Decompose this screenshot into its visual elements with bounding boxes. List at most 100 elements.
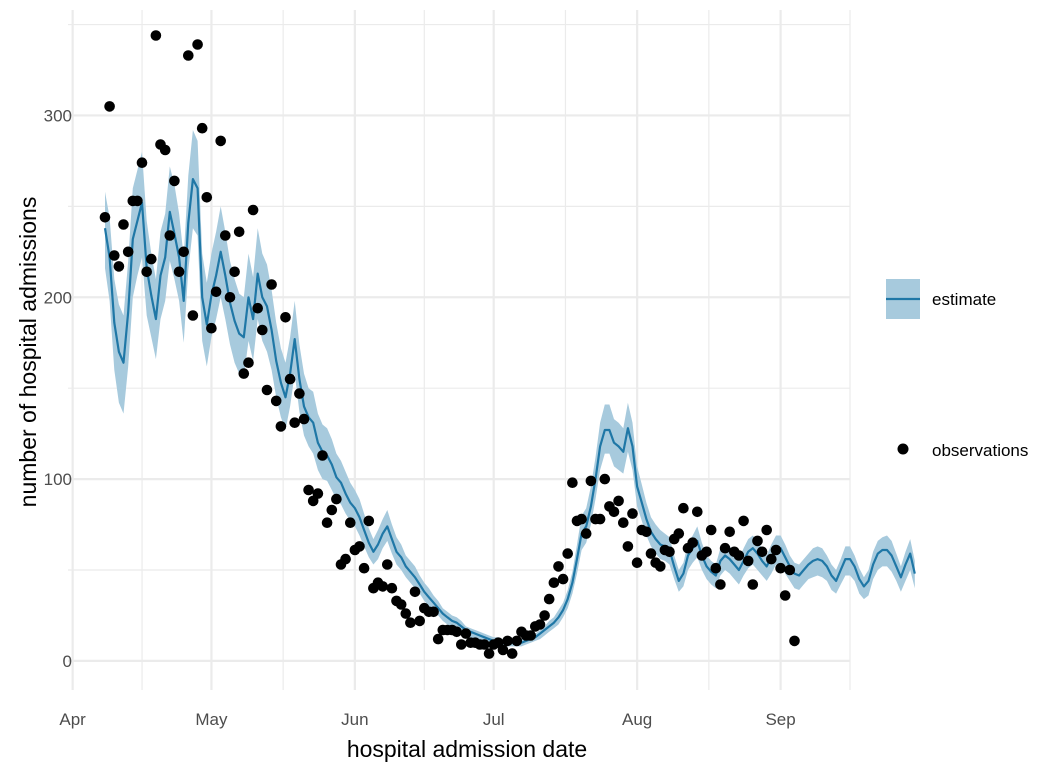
observation-point	[576, 513, 587, 525]
observation-point	[257, 324, 268, 336]
observation-point	[409, 586, 421, 598]
observation-point	[701, 546, 712, 558]
observation-point	[354, 541, 365, 552]
observation-point	[497, 644, 509, 656]
observation-point	[247, 204, 259, 216]
observation-point	[146, 253, 157, 265]
y-tick-label: 200	[44, 288, 72, 307]
observation-point	[363, 515, 375, 527]
observation-point	[742, 555, 754, 567]
observation-point	[150, 30, 162, 41]
legend-item-observations: observations	[897, 441, 1028, 460]
observation-point	[122, 246, 134, 258]
observation-point	[113, 261, 125, 272]
observation-point	[594, 513, 606, 525]
observation-point	[280, 312, 291, 323]
observation-point	[631, 557, 643, 568]
observation-point	[238, 368, 250, 379]
observation-point	[224, 292, 236, 303]
observation-point	[118, 219, 129, 230]
observation-point	[715, 579, 726, 590]
observation-point	[622, 541, 634, 552]
legend: estimate observations	[886, 279, 1028, 460]
observation-point	[284, 373, 296, 385]
observation-point	[432, 633, 444, 645]
observation-point	[159, 144, 171, 156]
observation-point	[613, 495, 624, 507]
observation-point	[173, 266, 185, 278]
observation-point	[294, 388, 305, 399]
observation-point	[104, 101, 115, 112]
observation-point	[317, 450, 328, 461]
observation-point	[192, 39, 203, 50]
y-tick-label: 300	[44, 106, 72, 125]
y-axis-title: number of hospital admissions	[15, 197, 41, 508]
observation-point	[710, 562, 722, 574]
observation-point	[705, 524, 717, 536]
observation-point	[164, 230, 176, 241]
x-tick-label: Apr	[59, 710, 86, 729]
observation-point	[775, 562, 786, 574]
observation-point	[395, 599, 407, 610]
y-tick-label: 0	[63, 652, 72, 671]
observation-point	[270, 395, 282, 407]
x-tick-labels: Apr May Jun Jul Aug Sep	[59, 710, 795, 729]
observation-point	[687, 537, 698, 548]
observation-point	[210, 286, 222, 298]
observation-point	[298, 413, 310, 425]
observation-point	[206, 322, 217, 334]
observation-points	[99, 30, 800, 659]
observation-point	[673, 528, 685, 539]
observation-point	[303, 484, 314, 496]
observation-point	[761, 524, 772, 536]
y-tick-label: 100	[44, 470, 72, 489]
observation-point	[678, 502, 689, 514]
observation-point	[756, 546, 768, 558]
observation-point	[289, 417, 301, 429]
observation-point	[136, 157, 148, 168]
observation-point	[183, 50, 194, 61]
legend-label-observations: observations	[932, 441, 1028, 460]
observation-point	[506, 648, 518, 659]
observation-point	[400, 608, 412, 619]
observation-point	[109, 250, 120, 261]
observation-point	[580, 528, 592, 539]
observation-point	[261, 384, 273, 396]
x-tick-label: May	[195, 710, 228, 729]
observation-point	[169, 175, 180, 187]
x-tick-label: Sep	[765, 710, 795, 729]
observation-point	[562, 548, 573, 559]
observation-point	[784, 564, 796, 576]
observation-point	[428, 606, 439, 618]
observation-point	[511, 635, 523, 647]
observation-point	[220, 230, 231, 241]
observation-point	[779, 590, 791, 601]
observation-point	[543, 593, 555, 605]
x-tick-label: Aug	[622, 710, 652, 729]
observation-point	[229, 266, 240, 278]
observation-point	[201, 192, 213, 203]
observation-point	[326, 504, 338, 516]
observation-point	[386, 582, 398, 594]
observation-point	[215, 135, 226, 147]
y-tick-labels: 0 100 200 300	[44, 106, 72, 670]
legend-item-estimate: estimate	[886, 279, 996, 319]
observation-point	[196, 122, 208, 134]
observation-point	[618, 517, 629, 528]
observation-point	[719, 542, 731, 554]
observation-point	[345, 517, 356, 528]
observation-point	[479, 639, 490, 650]
observation-point	[567, 477, 578, 489]
observation-point	[747, 579, 759, 590]
observation-point	[178, 246, 189, 258]
observation-point	[664, 546, 675, 558]
legend-label-estimate: estimate	[932, 290, 996, 309]
observation-point	[377, 581, 389, 592]
observation-point	[733, 550, 745, 561]
observation-point	[141, 266, 152, 278]
observation-point	[548, 577, 560, 588]
observation-point	[738, 515, 749, 527]
observation-point	[553, 561, 564, 572]
observation-point	[405, 617, 416, 628]
observation-point	[534, 619, 546, 630]
